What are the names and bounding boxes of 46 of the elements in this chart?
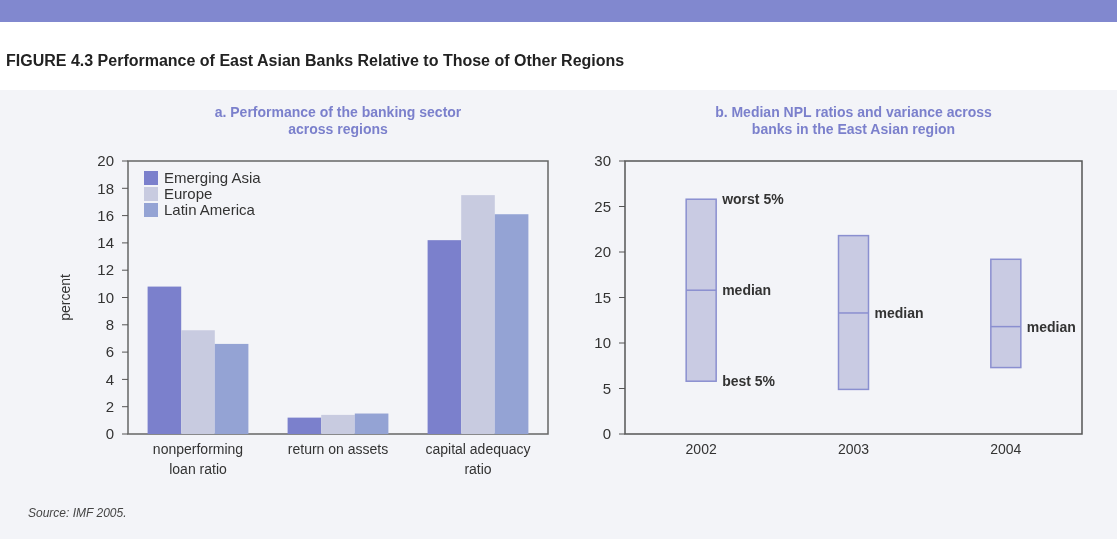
caption: FIGURE 4.3 Performance of East Asian Banks Relative to Those of Other Regions (6, 52, 625, 69)
x-tick-label: nonperforming loan ratio (152, 441, 244, 477)
x-tick-label: 2002 (685, 441, 717, 457)
bar (321, 414, 355, 434)
bar (181, 330, 215, 434)
y-tick-label: 18 (97, 179, 114, 197)
y-tick-label: 4 (105, 370, 114, 388)
y-tick-label: 12 (97, 261, 114, 279)
y-tick-label: 30 (594, 152, 611, 170)
y-tick-label: 15 (594, 288, 611, 306)
y-tick-label: 0 (105, 425, 114, 443)
bar (494, 214, 529, 434)
bar (147, 286, 182, 434)
legend-label: Europe (164, 185, 213, 203)
y-tick-label: 0 (602, 425, 611, 443)
y-tick-label: 10 (97, 288, 114, 306)
x-tick-label: return on assets (287, 441, 389, 457)
y-tick-label: 10 (594, 334, 611, 352)
y-tick-label: 20 (594, 243, 611, 261)
chart-title: a. Performance of the banking sector across regions (214, 104, 462, 137)
chart-title: b. Median NPL ratios and variance across banks in the East Asian region (715, 104, 993, 137)
bar (287, 417, 322, 434)
legend-label: Emerging Asia (164, 169, 262, 187)
y-tick-label: 20 (97, 152, 114, 170)
y-tick-label: 14 (97, 234, 114, 252)
annotation: median (722, 282, 772, 299)
bar (427, 240, 462, 434)
bar (214, 343, 249, 434)
bar (461, 195, 495, 434)
bar (354, 413, 389, 434)
y-tick-label: 6 (105, 343, 114, 361)
y-tick-label: 2 (105, 397, 114, 415)
source-note: Source: IMF 2005. (28, 506, 127, 520)
x-tick-label: capital adequacy ratio (425, 441, 531, 477)
annotation: median (874, 304, 924, 321)
annotation: best 5% (722, 373, 776, 390)
y-axis-title: percent (57, 274, 73, 321)
legend-label: Latin America (164, 201, 256, 219)
y-tick-label: 5 (602, 379, 611, 397)
y-tick-label: 8 (105, 316, 114, 334)
x-tick-label: 2004 (990, 441, 1022, 457)
annotation: median (1026, 318, 1076, 335)
y-tick-label: 25 (594, 197, 611, 215)
x-tick-label: 2003 (837, 441, 870, 457)
y-tick-label: 16 (97, 206, 114, 224)
annotation: worst 5% (721, 191, 785, 208)
